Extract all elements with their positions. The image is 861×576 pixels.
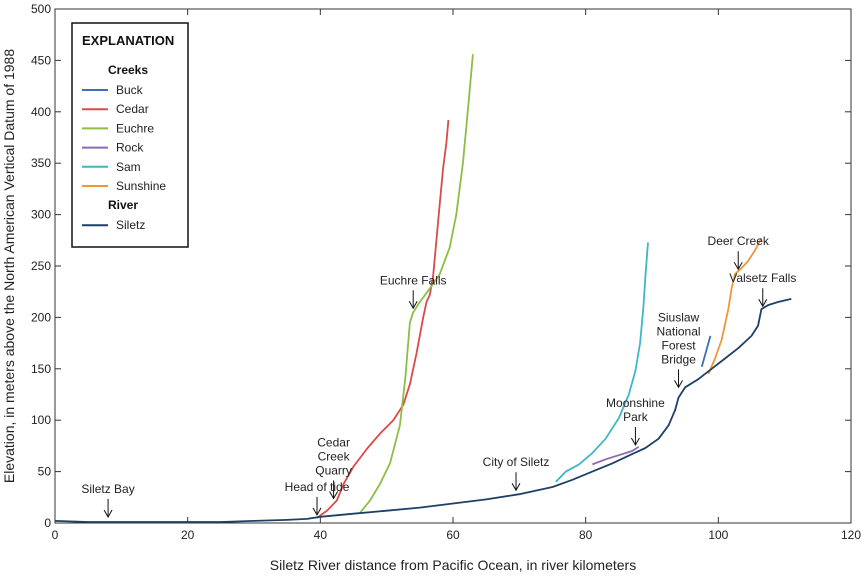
series-line-siletz: [54, 298, 792, 523]
annotation-label: Deer Creek: [708, 234, 770, 248]
series-line-euchre: [359, 54, 474, 514]
annotation-label: Cedar: [317, 435, 350, 449]
legend-box: [71, 22, 189, 248]
annotation-label: Siuslaw: [658, 310, 700, 324]
y-tick-label: 250: [31, 259, 51, 273]
annotation: Head of tide: [285, 480, 350, 516]
annotation-label: Forest: [662, 338, 697, 352]
y-tick-label: 0: [44, 516, 51, 530]
annotation: Euchre Falls: [380, 273, 447, 310]
x-tick-label: 60: [446, 528, 460, 542]
y-tick-label: 150: [31, 362, 51, 376]
x-tick-label: 0: [52, 528, 59, 542]
annotation-label: Park: [623, 410, 649, 424]
annotation-label: Quarry: [315, 463, 352, 477]
x-tick-label: 80: [579, 528, 593, 542]
legend-group-heading: Creeks: [108, 63, 148, 77]
annotation-label: Valsetz Falls: [729, 271, 796, 285]
x-tick-label: 100: [708, 528, 728, 542]
y-axis-title: Elevation, in meters above the North Ame…: [1, 49, 17, 483]
legend-label: Sam: [116, 160, 141, 174]
y-tick-label: 500: [31, 2, 51, 16]
legend: EXPLANATION Creeks Buck Cedar Euchre Rock Sam…: [71, 22, 189, 248]
series-line-cedar: [316, 119, 450, 519]
series-line-sam: [555, 242, 649, 483]
legend-label: Cedar: [116, 102, 149, 116]
legend-group-heading: River: [108, 198, 138, 212]
annotation-label: National: [657, 324, 701, 338]
annotation-label: Euchre Falls: [380, 273, 447, 287]
annotation: Valsetz Falls: [729, 271, 796, 308]
y-tick-label: 450: [31, 53, 51, 67]
legend-title: EXPLANATION: [82, 33, 174, 48]
annotation-label: Creek: [318, 449, 351, 463]
legend-label: Sunshine: [116, 179, 166, 193]
annotation-arrow-head: [408, 301, 418, 310]
legend-label: Buck: [116, 83, 144, 97]
x-tick-label: 40: [314, 528, 328, 542]
series-line-sunshine: [707, 237, 763, 375]
annotation-arrow-head: [511, 482, 521, 492]
y-tick-label: 400: [31, 105, 51, 119]
y-tick-label: 300: [31, 208, 51, 222]
annotation: Siletz Bay: [81, 482, 135, 518]
series-line-buck: [700, 335, 712, 367]
x-axis-title: Siletz River distance from Pacific Ocean…: [270, 557, 636, 573]
y-tick-label: 100: [31, 413, 51, 427]
annotation: Deer Creek: [708, 234, 770, 271]
y-tick-label: 200: [31, 310, 51, 324]
annotation-label: Siletz Bay: [81, 482, 134, 496]
annotation-label: Head of tide: [285, 480, 350, 494]
annotation-arrow-head: [674, 380, 683, 389]
annotation-label: Bridge: [661, 352, 696, 366]
annotation-label: City of Siletz: [483, 455, 550, 469]
y-tick-label: 50: [38, 465, 52, 479]
annotation: City of Siletz: [483, 455, 550, 492]
legend-label: Siletz: [116, 218, 145, 232]
legend-label: Euchre: [116, 121, 154, 135]
y-tick-label: 350: [31, 156, 51, 170]
x-tick-label: 20: [181, 528, 195, 542]
series-line-rock: [591, 446, 640, 466]
annotation-label: Moonshine: [606, 396, 665, 410]
annotation-arrow-head: [312, 507, 322, 516]
annotation-arrow-head: [329, 491, 339, 500]
annotation-arrow-head: [103, 509, 113, 518]
annotation-arrow-head: [733, 261, 743, 271]
annotation-arrow-head: [630, 437, 640, 446]
x-tick-label: 120: [841, 528, 861, 542]
annotation-arrow-head: [758, 298, 768, 308]
legend-label: Rock: [116, 141, 144, 155]
